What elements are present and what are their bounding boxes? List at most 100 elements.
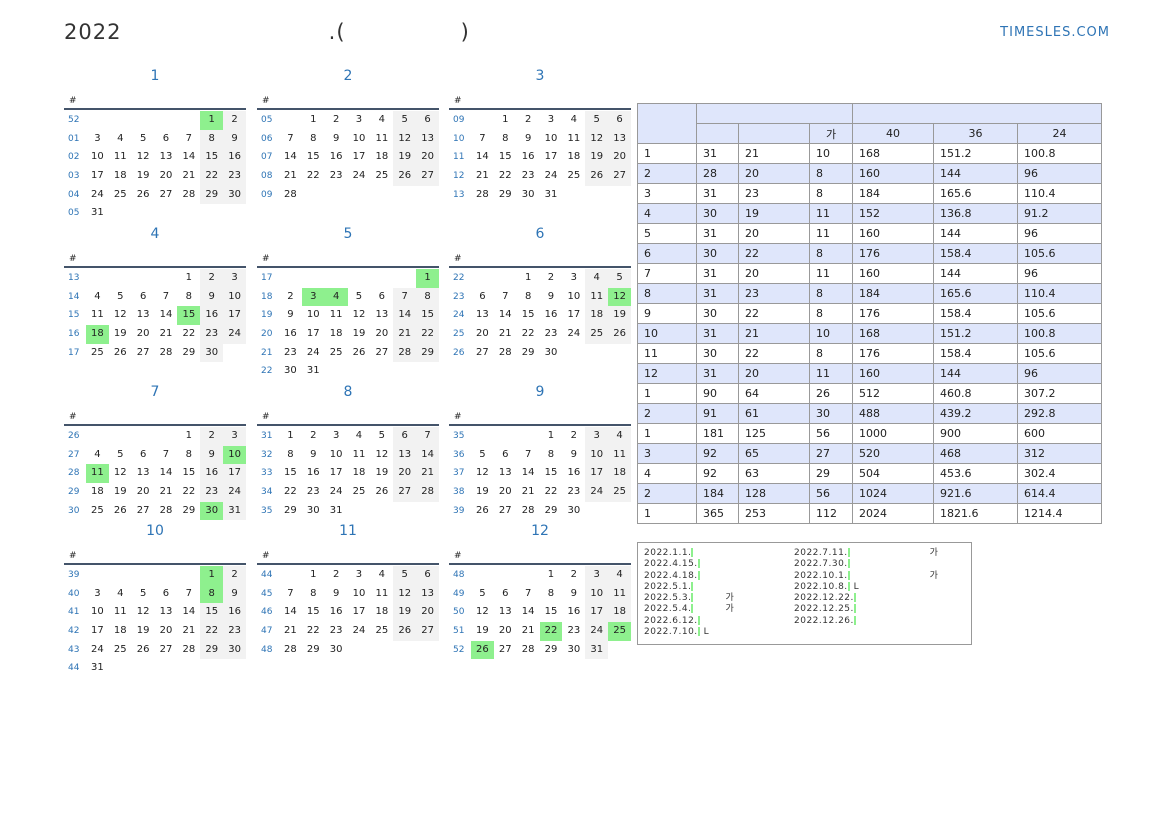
day-cell[interactable]: 28 <box>182 643 196 655</box>
day-cell[interactable]: 2 <box>310 430 317 441</box>
day-cell[interactable]: 15 <box>544 606 558 618</box>
day-cell[interactable]: 7 <box>393 287 417 307</box>
day-cell[interactable]: 16 <box>567 467 581 479</box>
day-cell[interactable]: 4 <box>570 114 578 125</box>
day-cell[interactable]: 30 <box>200 343 224 363</box>
day-cell[interactable]: 11 <box>608 445 631 465</box>
day-cell[interactable]: 15 <box>544 467 558 479</box>
day-cell[interactable]: 4 <box>608 427 631 446</box>
day-cell[interactable]: 7 <box>185 587 193 599</box>
day-cell[interactable]: 23 <box>223 167 246 186</box>
day-cell[interactable]: 30 <box>200 501 224 521</box>
day-cell[interactable]: 21 <box>284 170 297 182</box>
day-cell[interactable]: 15 <box>521 309 535 321</box>
day-cell[interactable]: 4 <box>94 448 101 460</box>
day-cell[interactable]: 27 <box>375 346 389 358</box>
day-cell[interactable]: 26 <box>113 504 127 516</box>
day-cell[interactable]: 12 <box>393 584 417 604</box>
day-cell[interactable]: 16 <box>544 309 558 321</box>
day-cell[interactable]: 19 <box>136 625 150 637</box>
day-cell[interactable]: 7 <box>185 132 193 144</box>
day-cell[interactable]: 1 <box>547 430 555 441</box>
day-cell[interactable]: 13 <box>476 309 489 321</box>
day-cell[interactable]: 20 <box>476 328 489 340</box>
day-cell[interactable]: 22 <box>182 328 196 340</box>
day-cell[interactable]: 22 <box>306 170 320 182</box>
day-cell[interactable]: 28 <box>416 483 439 502</box>
day-cell[interactable]: 29 <box>544 643 558 655</box>
day-cell[interactable]: 13 <box>136 309 150 321</box>
day-cell[interactable]: 17 <box>306 328 320 340</box>
day-cell[interactable]: 7 <box>162 448 170 460</box>
day-cell[interactable]: 16 <box>284 328 297 340</box>
day-cell[interactable]: 13 <box>498 467 512 479</box>
day-cell[interactable]: 12 <box>113 467 127 479</box>
day-cell[interactable]: 9 <box>332 132 340 144</box>
day-cell[interactable]: 18 <box>375 151 389 163</box>
day-cell[interactable]: 1 <box>547 569 555 580</box>
day-cell[interactable]: 14 <box>284 606 297 618</box>
day-cell[interactable]: 1 <box>200 566 224 585</box>
day-cell[interactable]: 21 <box>182 625 196 637</box>
day-cell[interactable]: 20 <box>608 148 631 168</box>
day-cell[interactable]: 25 <box>113 188 127 200</box>
day-cell[interactable]: 15 <box>498 151 512 163</box>
day-cell[interactable]: 3 <box>355 569 363 580</box>
day-cell[interactable]: 11 <box>329 309 343 321</box>
day-cell[interactable]: 9 <box>547 290 555 302</box>
day-cell[interactable]: 24 <box>544 170 558 182</box>
day-cell[interactable]: 20 <box>416 603 439 623</box>
day-cell[interactable]: 3 <box>355 114 363 125</box>
day-cell[interactable]: 22 <box>544 486 558 498</box>
day-cell[interactable]: 19 <box>113 486 127 498</box>
day-cell[interactable]: 20 <box>416 148 439 168</box>
day-cell[interactable]: 29 <box>544 504 558 516</box>
day-cell[interactable]: 29 <box>498 188 512 200</box>
day-cell[interactable]: 2 <box>524 114 532 125</box>
day-cell[interactable]: 27 <box>159 188 173 200</box>
day-cell[interactable]: 8 <box>185 448 193 460</box>
day-cell[interactable]: 9 <box>570 587 578 599</box>
day-cell[interactable]: 31 <box>91 662 104 674</box>
day-cell[interactable]: 14 <box>521 467 535 479</box>
day-cell[interactable]: 24 <box>567 328 581 340</box>
day-cell[interactable]: 26 <box>113 346 127 358</box>
day-cell[interactable]: 7 <box>287 587 294 599</box>
day-cell[interactable]: 17 <box>91 625 104 637</box>
day-cell[interactable]: 5 <box>393 111 417 130</box>
day-cell[interactable]: 2 <box>287 290 294 302</box>
day-cell[interactable]: 24 <box>585 483 609 502</box>
day-cell[interactable]: 19 <box>476 486 489 498</box>
day-cell[interactable]: 3 <box>223 269 246 288</box>
day-cell[interactable]: 4 <box>324 287 348 307</box>
day-cell[interactable]: 5 <box>139 132 147 144</box>
day-cell[interactable]: 27 <box>416 167 439 186</box>
day-cell[interactable]: 24 <box>352 625 366 637</box>
day-cell[interactable]: 7 <box>524 448 532 460</box>
day-cell[interactable]: 18 <box>585 306 609 326</box>
day-cell[interactable]: 19 <box>393 603 417 623</box>
day-cell[interactable]: 8 <box>287 448 294 460</box>
day-cell[interactable]: 31 <box>544 188 558 200</box>
day-cell[interactable]: 20 <box>136 486 150 498</box>
day-cell[interactable]: 19 <box>476 625 489 637</box>
day-cell[interactable]: 28 <box>159 504 173 516</box>
day-cell[interactable]: 11 <box>113 151 127 163</box>
day-cell[interactable]: 7 <box>479 132 486 144</box>
day-cell[interactable]: 4 <box>378 569 386 580</box>
day-cell[interactable]: 6 <box>502 448 509 460</box>
day-cell[interactable]: 17 <box>567 309 581 321</box>
day-cell[interactable]: 9 <box>332 587 340 599</box>
day-cell[interactable]: 14 <box>521 606 535 618</box>
day-cell[interactable]: 18 <box>608 603 631 623</box>
day-cell[interactable]: 13 <box>393 445 417 465</box>
day-cell[interactable]: 10 <box>223 445 246 465</box>
day-cell[interactable]: 2 <box>570 569 578 580</box>
day-cell[interactable]: 1 <box>502 114 509 125</box>
day-cell[interactable]: 29 <box>182 346 196 358</box>
day-cell[interactable]: 9 <box>524 132 532 144</box>
day-cell[interactable]: 12 <box>608 287 631 307</box>
day-cell[interactable]: 20 <box>136 328 150 340</box>
day-cell[interactable]: 2 <box>332 114 340 125</box>
day-cell[interactable]: 26 <box>136 643 150 655</box>
